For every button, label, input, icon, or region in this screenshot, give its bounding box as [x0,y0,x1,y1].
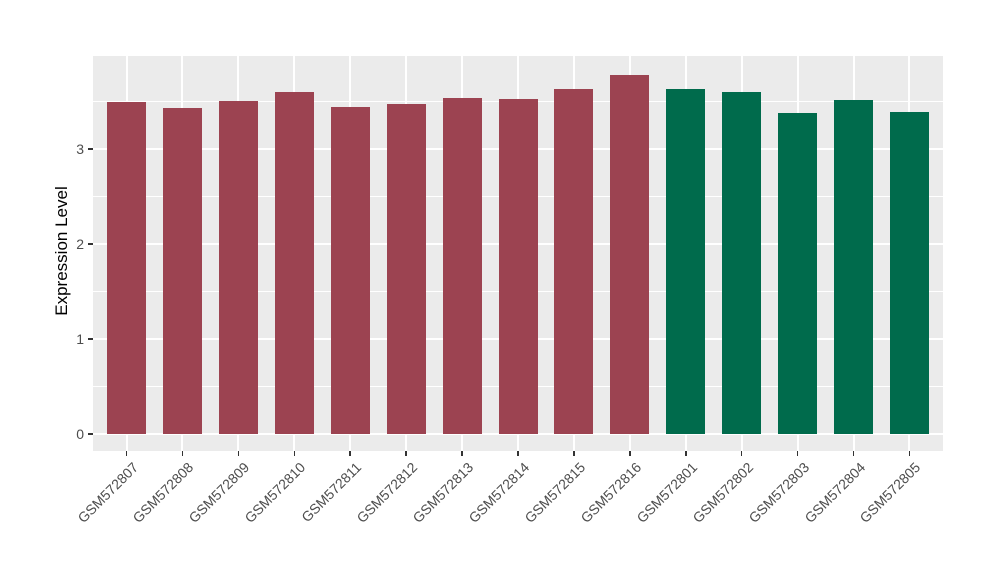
x-tick-mark [740,451,743,456]
bar [274,92,314,434]
bar [386,104,426,434]
bar [722,92,762,434]
y-tick-label: 3 [76,141,84,157]
x-tick-mark [908,451,911,456]
y-tick-mark [88,243,93,245]
bar [610,74,650,434]
x-tick-mark [125,451,128,456]
y-tick-label: 0 [76,426,84,442]
bar [666,89,706,434]
bar [442,97,482,434]
x-tick-mark [685,451,687,456]
bar [107,101,147,434]
x-tick-mark [181,451,184,456]
y-tick-mark [88,148,93,150]
x-tick-mark [237,451,240,456]
x-tick-mark [293,451,296,456]
x-tick-mark [573,451,575,456]
bar [218,100,258,434]
bar [498,98,538,434]
x-tick-mark [796,451,799,456]
y-tick-label: 1 [76,331,84,347]
y-tick-mark [88,433,93,435]
x-tick-mark [629,451,631,456]
bar [778,112,818,434]
x-tick-mark [517,451,519,456]
bar [834,99,874,434]
x-tick-mark [405,451,407,456]
bar [330,107,370,434]
x-tick-mark [461,451,463,456]
plot-panel [93,56,943,451]
y-tick-label: 2 [76,236,84,252]
bar [554,89,594,434]
y-tick-mark [88,338,93,340]
bar [889,111,929,434]
x-tick-mark [349,451,351,456]
x-tick-mark [852,451,855,456]
bar [162,108,202,434]
